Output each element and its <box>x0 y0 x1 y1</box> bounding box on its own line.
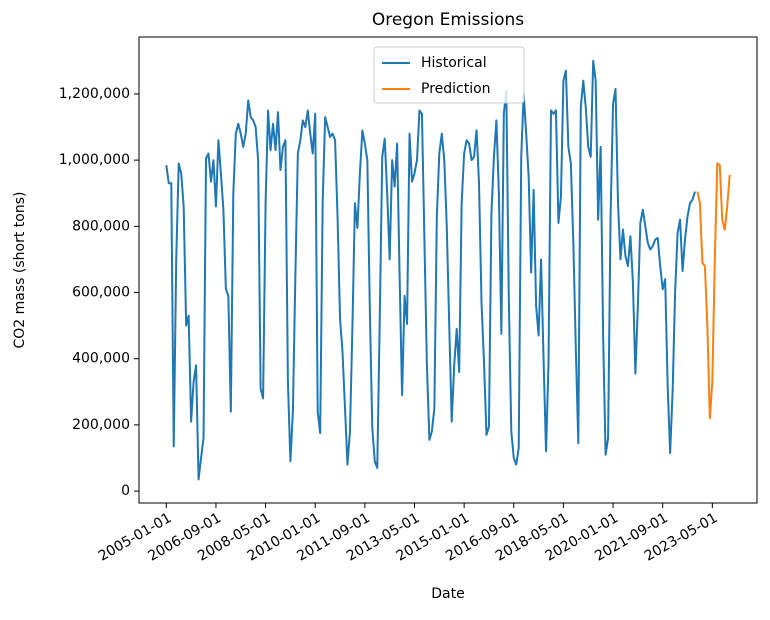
y-tick-label: 1,000,000 <box>59 152 130 168</box>
y-tick-label: 0 <box>121 483 130 499</box>
series-line <box>165 59 696 481</box>
y-tick-label: 1,200,000 <box>59 86 130 102</box>
legend-box <box>373 46 525 104</box>
y-tick-label: 400,000 <box>72 351 130 367</box>
y-tick-label: 800,000 <box>72 218 130 234</box>
chart-title: Oregon Emissions <box>372 10 524 30</box>
legend-label: Historical <box>421 55 487 71</box>
y-tick-label: 600,000 <box>72 285 130 301</box>
series-line <box>696 162 731 420</box>
y-tick-label: 200,000 <box>72 417 130 433</box>
y-axis-label: CO2 mass (short tons) <box>12 192 28 349</box>
x-axis-label: Date <box>431 586 464 602</box>
legend-label: Prediction <box>421 81 491 97</box>
plot-frame <box>138 36 758 504</box>
